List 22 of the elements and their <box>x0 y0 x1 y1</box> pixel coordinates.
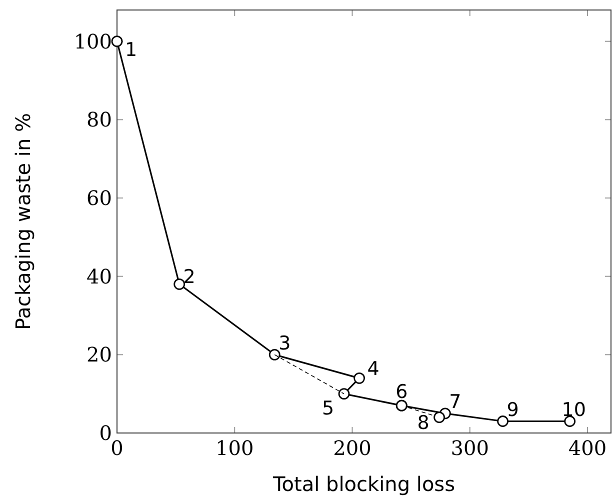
y-tick-label: 60 <box>86 186 112 210</box>
annotation: 9 <box>506 398 519 421</box>
x-tick-label: 300 <box>450 436 489 460</box>
annotation: 3 <box>278 332 291 354</box>
y-tick-label: 0 <box>99 421 112 445</box>
y-tick-label: 20 <box>86 342 112 367</box>
x-tick-label: 100 <box>216 436 254 460</box>
annotation: 4 <box>367 358 380 380</box>
y-tick-label: 40 <box>86 264 112 288</box>
annotation: 1 <box>124 38 138 61</box>
annotation: 10 <box>562 398 586 421</box>
annotation: 5 <box>322 397 334 420</box>
annotation: 8 <box>417 412 430 434</box>
annotation: 7 <box>449 391 462 414</box>
annotation: 2 <box>183 266 196 288</box>
y-axis-title: Packaging waste in % <box>11 112 35 330</box>
x-tick-label: 200 <box>333 436 372 460</box>
y-tick-label: 100 <box>74 29 112 54</box>
annotation: 6 <box>396 381 408 404</box>
x-axis-title: Total blocking loss <box>272 472 456 496</box>
y-tick-label: 80 <box>86 108 112 132</box>
x-tick-label: 400 <box>568 436 607 460</box>
